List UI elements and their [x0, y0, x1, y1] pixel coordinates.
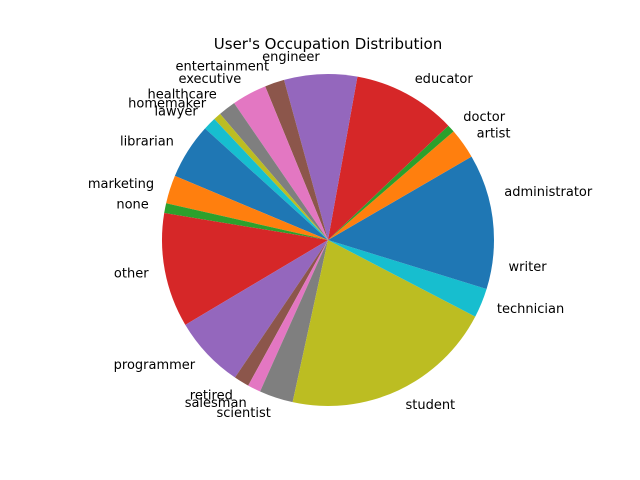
pie-slice-salesman: [248, 240, 328, 392]
pie-label-homemaker: homemaker: [128, 97, 207, 112]
pie-slice-student: [292, 240, 476, 406]
pie-slice-other: [162, 213, 328, 325]
pie-slice-engineer: [284, 73, 358, 241]
pie-slice-lawyer: [205, 119, 328, 240]
pie-slice-marketing: [166, 175, 328, 240]
pie-label-programmer: programmer: [114, 358, 196, 373]
pie-label-salesman: salesman: [185, 396, 247, 411]
pie-slice-retired: [235, 240, 328, 386]
pie-label-technician: technician: [497, 302, 564, 317]
pie-label-healthcare: healthcare: [147, 88, 216, 103]
pie-label-entertainment: entertainment: [176, 60, 270, 75]
pie-label-administrator: administrator: [504, 185, 593, 200]
pie-label-educator: educator: [415, 72, 474, 87]
pie-label-retired: retired: [190, 388, 233, 403]
pie-label-marketing: marketing: [88, 177, 154, 192]
pie-slice-doctor: [328, 125, 454, 240]
pie-slice-entertainment: [265, 79, 328, 241]
pie-label-writer: writer: [509, 260, 548, 275]
chart-title: User's Occupation Distribution: [214, 35, 442, 53]
pie-slices: [162, 73, 494, 406]
pie-slice-administrator: [328, 156, 494, 240]
pie-slice-writer: [328, 240, 494, 290]
pie-slice-healthcare: [220, 103, 328, 241]
pie-slice-librarian: [174, 128, 328, 240]
pie-label-none: none: [116, 197, 148, 212]
pie-slice-scientist: [260, 240, 328, 403]
pie-label-student: student: [405, 398, 455, 413]
pie-label-other: other: [114, 266, 149, 281]
pie-slice-artist: [328, 131, 472, 240]
pie-label-librarian: librarian: [120, 135, 174, 150]
pie-slice-executive: [234, 86, 328, 240]
pie-label-doctor: doctor: [463, 110, 505, 125]
pie-label-engineer: engineer: [262, 50, 320, 65]
pie-label-lawyer: lawyer: [154, 105, 198, 120]
pie-label-artist: artist: [477, 126, 511, 141]
pie-slice-none: [164, 203, 328, 240]
pie-label-scientist: scientist: [217, 406, 271, 421]
pie-slice-educator: [328, 76, 449, 240]
pie-slice-technician: [328, 240, 487, 317]
pie-label-executive: executive: [178, 72, 241, 87]
pie-slice-programmer: [185, 240, 328, 378]
pie-slice-homemaker: [214, 113, 328, 240]
